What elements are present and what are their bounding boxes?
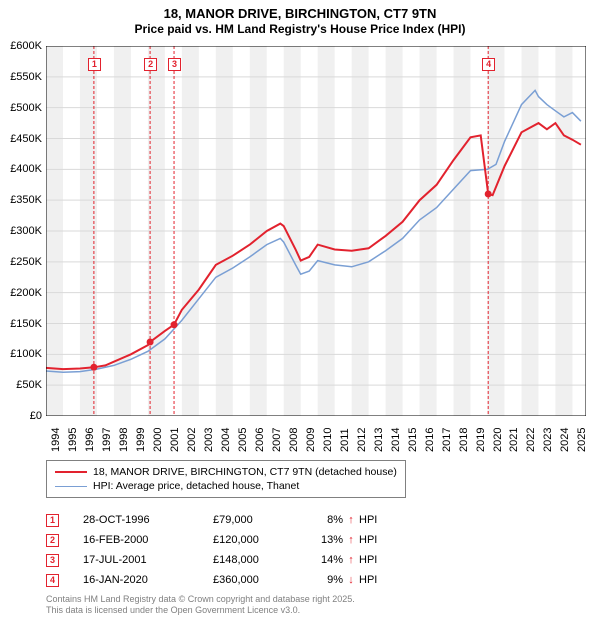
legend-swatch [55,471,87,473]
x-tick-label: 2006 [254,428,266,452]
sale-marker-1: 1 [88,58,101,71]
sale-point-marker: 4 [46,574,59,587]
y-tick-label: £0 [30,410,42,422]
y-axis: £0£50K£100K£150K£200K£250K£300K£350K£400… [0,46,44,416]
sale-price: £79,000 [213,514,303,526]
chart-plot-area: 1 23 4 [46,46,586,416]
x-tick-label: 2016 [424,428,436,452]
legend-label: HPI: Average price, detached house, Than… [93,480,299,492]
x-tick-label: 1997 [101,428,113,452]
sale-date: 16-FEB-2000 [83,534,213,546]
x-tick-label: 2007 [271,428,283,452]
sale-pct: 9% [303,574,343,586]
x-tick-label: 2023 [542,428,554,452]
sale-date: 16-JAN-2020 [83,574,213,586]
y-tick-label: £200K [10,287,42,299]
footer-attribution: Contains HM Land Registry data © Crown c… [46,594,355,616]
sale-hpi-label: HPI [359,574,389,586]
x-tick-label: 2002 [186,428,198,452]
footer-line1: Contains HM Land Registry data © Crown c… [46,594,355,605]
sale-hpi-label: HPI [359,534,389,546]
sale-marker-3: 3 [168,58,181,71]
sales-table: 128-OCT-1996£79,0008%↑HPI216-FEB-2000£12… [46,510,389,590]
sale-pct: 13% [303,534,343,546]
y-tick-label: £500K [10,102,42,114]
footer-line2: This data is licensed under the Open Gov… [46,605,355,616]
y-tick-label: £550K [10,71,42,83]
sale-point-marker: 1 [46,514,59,527]
sale-marker-2: 2 [144,58,157,71]
x-tick-label: 2010 [322,428,334,452]
sale-hpi-label: HPI [359,554,389,566]
sales-table-row: 1 28-OCT-1996£79,0008%↑HPI [46,510,389,530]
title-address: 18, MANOR DRIVE, BIRCHINGTON, CT7 9TN [0,6,600,21]
x-tick-label: 2009 [305,428,317,452]
legend-swatch [55,486,87,487]
x-tick-label: 1999 [135,428,147,452]
sales-table-row: 2 16-FEB-2000£120,00013%↑HPI [46,530,389,550]
x-tick-label: 2013 [373,428,385,452]
title-block: 18, MANOR DRIVE, BIRCHINGTON, CT7 9TN Pr… [0,0,600,36]
legend-item: HPI: Average price, detached house, Than… [55,479,397,493]
sale-date: 17-JUL-2001 [83,554,213,566]
x-tick-label: 1995 [67,428,79,452]
x-tick-label: 2018 [458,428,470,452]
sale-date: 28-OCT-1996 [83,514,213,526]
y-tick-label: £250K [10,256,42,268]
x-tick-label: 2024 [559,428,571,452]
y-tick-label: £100K [10,348,42,360]
sale-point-marker: 2 [46,534,59,547]
sale-arrow-icon: ↑ [343,554,359,566]
x-tick-label: 2021 [508,428,520,452]
sale-price: £148,000 [213,554,303,566]
sale-price: £120,000 [213,534,303,546]
x-tick-label: 2011 [339,428,351,452]
x-tick-label: 2005 [237,428,249,452]
y-tick-label: £150K [10,318,42,330]
x-tick-label: 2003 [203,428,215,452]
sale-marker-4: 4 [482,58,495,71]
x-tick-label: 2015 [407,428,419,452]
y-tick-label: £450K [10,133,42,145]
sales-table-row: 3 17-JUL-2001£148,00014%↑HPI [46,550,389,570]
chart-svg [46,46,586,416]
x-axis: 1994 1995 1996 1997 1998 1999 2000 2001 2002 2003… [46,420,586,456]
x-tick-label: 2012 [356,428,368,452]
sales-table-row: 4 16-JAN-2020£360,0009%↓HPI [46,570,389,590]
x-tick-label: 2008 [288,428,300,452]
sale-price: £360,000 [213,574,303,586]
sale-arrow-icon: ↑ [343,514,359,526]
x-tick-label: 2022 [525,428,537,452]
sale-pct: 14% [303,554,343,566]
sale-arrow-icon: ↓ [343,574,359,586]
x-tick-label: 2017 [441,428,453,452]
legend: 18, MANOR DRIVE, BIRCHINGTON, CT7 9TN (d… [46,460,406,498]
legend-item: 18, MANOR DRIVE, BIRCHINGTON, CT7 9TN (d… [55,465,397,479]
title-subtitle: Price paid vs. HM Land Registry's House … [0,22,600,36]
x-tick-label: 1996 [84,428,96,452]
y-tick-label: £350K [10,194,42,206]
x-tick-label: 2019 [475,428,487,452]
x-tick-label: 2001 [169,428,181,452]
sale-point-marker: 3 [46,554,59,567]
x-tick-label: 1998 [118,428,130,452]
x-tick-label: 2000 [152,428,164,452]
sale-hpi-label: HPI [359,514,389,526]
sale-arrow-icon: ↑ [343,534,359,546]
y-tick-label: £300K [10,225,42,237]
x-tick-label: 2014 [390,428,402,452]
y-tick-label: £400K [10,163,42,175]
legend-label: 18, MANOR DRIVE, BIRCHINGTON, CT7 9TN (d… [93,466,397,478]
y-tick-label: £600K [10,40,42,52]
x-tick-label: 1994 [50,428,62,452]
sale-pct: 8% [303,514,343,526]
x-tick-label: 2004 [220,428,232,452]
x-tick-label: 2025 [576,428,588,452]
x-tick-label: 2020 [492,428,504,452]
chart-container: 18, MANOR DRIVE, BIRCHINGTON, CT7 9TN Pr… [0,0,600,620]
y-tick-label: £50K [16,379,42,391]
